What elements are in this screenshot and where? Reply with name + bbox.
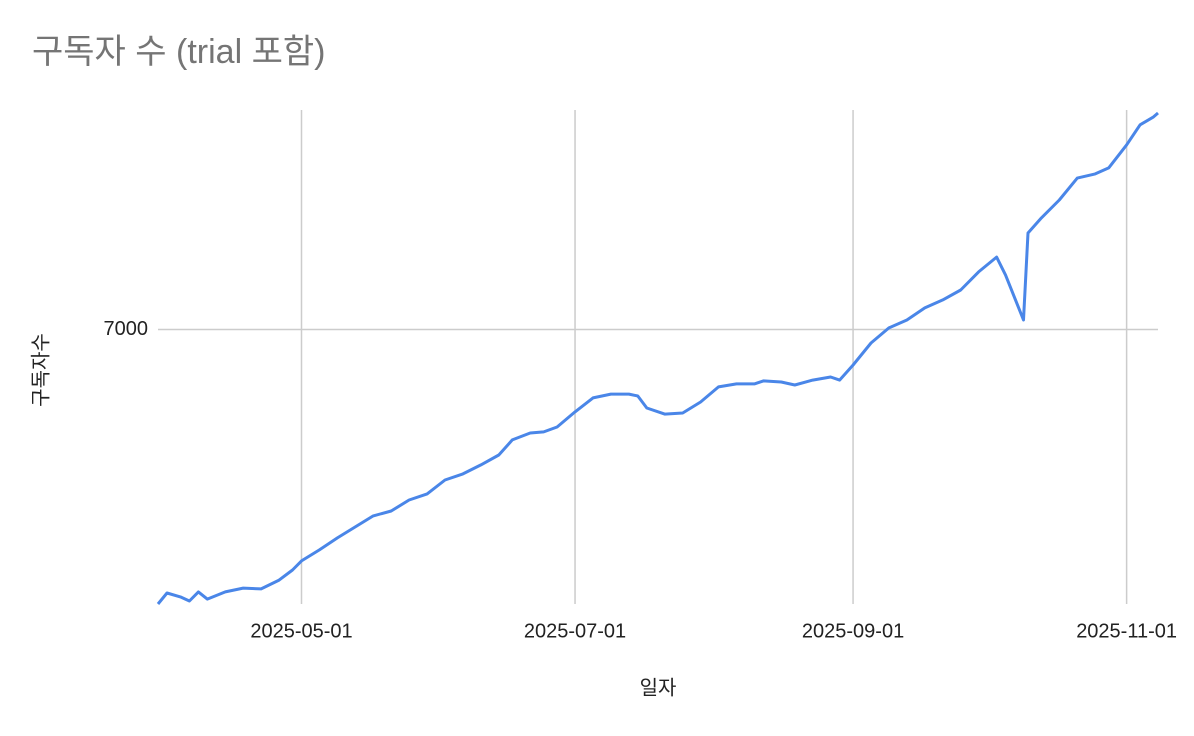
x-tick-label: 2025-07-01 [524,620,626,642]
y-tick-label: 7000 [104,318,149,340]
y-axis-label: 구독자수 [29,333,52,407]
x-tick-label: 2025-11-01 [1076,620,1177,642]
x-tick-label: 2025-05-01 [250,620,352,642]
x-tick-label: 2025-09-01 [802,620,904,642]
chart-title: 구독자 수 (trial 포함) [32,33,325,71]
x-axis-label: 일자 [640,676,677,699]
data-line [156,111,1159,605]
